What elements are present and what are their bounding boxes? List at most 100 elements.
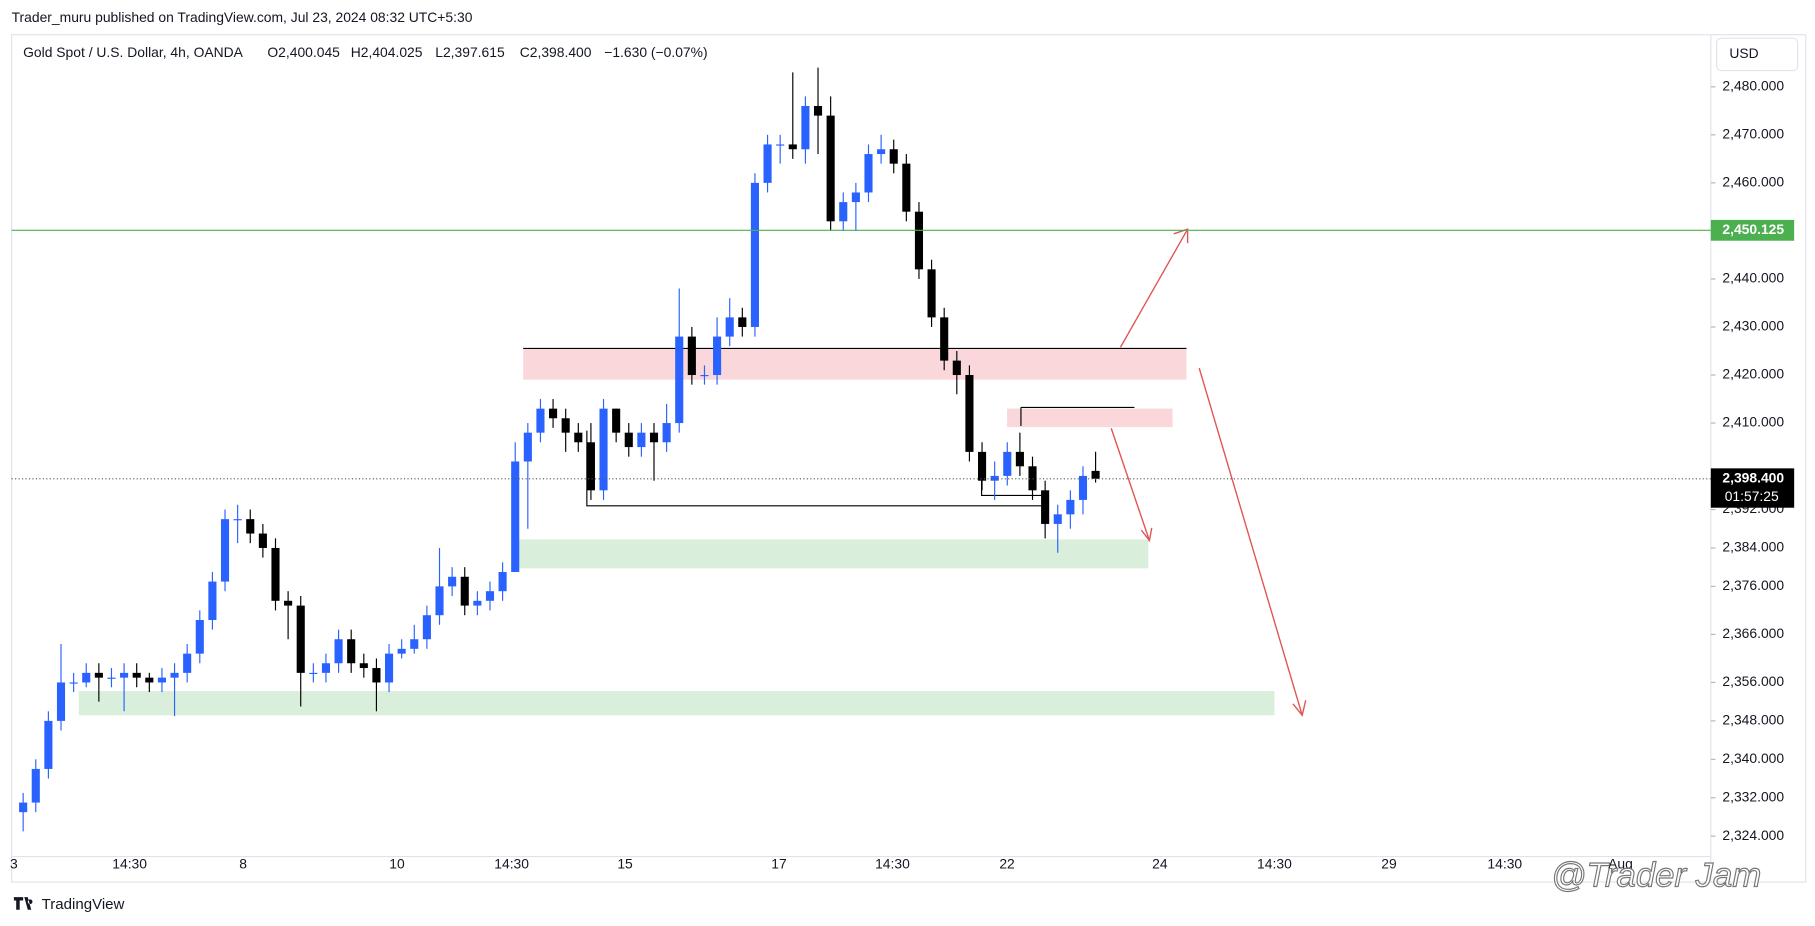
candle-body <box>1003 451 1012 476</box>
x-tick-label: Aug <box>1608 855 1633 871</box>
candle-body <box>561 418 570 433</box>
candle-body <box>372 668 381 683</box>
candle-body <box>536 408 545 433</box>
candle-body <box>82 672 91 683</box>
candle-body <box>977 451 987 481</box>
symbol: Gold Spot / U.S. Dollar, 4h, OANDA <box>23 44 244 60</box>
candle-body <box>813 106 823 116</box>
logo: TradingView <box>13 896 125 913</box>
candle-body <box>511 461 520 572</box>
candle-body <box>284 600 293 606</box>
ohlc-close: C2,398.400 <box>520 44 592 60</box>
candle-body <box>157 677 166 683</box>
candle-body <box>851 192 860 203</box>
candle-body <box>624 432 633 448</box>
x-tick-label: 14:30 <box>1257 855 1292 871</box>
candle-body <box>448 576 457 587</box>
last-price-bg <box>1710 468 1795 508</box>
candle-body <box>586 442 595 491</box>
supply-zone-small <box>1007 408 1173 428</box>
candle-body <box>1028 466 1037 491</box>
candle-body <box>763 144 772 183</box>
candle-body <box>69 682 78 684</box>
candle-body <box>309 672 318 675</box>
y-tick-label: 2,376.000 <box>1722 577 1784 593</box>
last-price-label: 2,398.400 <box>1722 469 1784 485</box>
arrow <box>1198 367 1303 716</box>
candle-body <box>246 519 255 534</box>
candle-body <box>132 672 141 678</box>
candle-body <box>498 571 507 592</box>
candle-body <box>877 149 886 155</box>
y-tick-label: 2,470.000 <box>1722 126 1784 142</box>
arrows <box>1110 228 1307 717</box>
candle-body <box>549 408 558 419</box>
y-tick-label: 2,356.000 <box>1722 673 1784 689</box>
candle-body <box>927 269 936 318</box>
candle-body <box>31 768 40 803</box>
candle-body <box>334 639 343 664</box>
candle-body <box>599 408 608 491</box>
candle-body <box>523 432 532 462</box>
y-tick-label: 2,480.000 <box>1722 77 1784 93</box>
logo-text: TradingView <box>42 896 125 913</box>
candle-body <box>612 408 621 433</box>
candle-body <box>952 360 961 376</box>
candle-body <box>321 663 331 673</box>
candle-body <box>965 375 974 452</box>
x-tick-label: 14:30 <box>1487 855 1522 871</box>
candle-body <box>914 211 924 270</box>
y-tick-label: 2,410.000 <box>1722 414 1784 430</box>
y-tick-label: 2,348.000 <box>1722 712 1784 728</box>
candle-body <box>864 154 873 193</box>
currency: USD <box>1729 45 1758 61</box>
arrow <box>1119 228 1189 348</box>
candle-body <box>258 533 267 548</box>
candle-body <box>296 605 305 673</box>
candle-body <box>713 336 722 376</box>
x-tick-label: 14:30 <box>494 855 529 871</box>
demand-zone-low <box>78 691 1275 716</box>
candle-body <box>1053 514 1062 524</box>
candle-body <box>675 336 684 424</box>
candle-body <box>902 163 911 212</box>
candle-body <box>435 586 444 616</box>
change: −1.630 (−0.07%) <box>604 44 707 60</box>
candle-body <box>233 519 242 521</box>
y-tick-label: 2,324.000 <box>1722 827 1784 843</box>
hline-label-bg <box>1710 219 1795 241</box>
x-tick-label: 17 <box>771 855 787 871</box>
candle-body <box>473 600 482 606</box>
candle-body <box>422 615 431 640</box>
watermark: @Trader Jam <box>1551 857 1761 895</box>
candle-body <box>359 663 368 669</box>
candle-body <box>776 144 785 146</box>
candle-body <box>460 576 469 606</box>
x-tick-label: 14:30 <box>112 855 147 871</box>
x-tick-label: 8 <box>239 855 247 871</box>
candle-body <box>183 653 192 673</box>
y-tick-label: 2,384.000 <box>1722 539 1784 555</box>
candle-body <box>384 653 394 683</box>
candle-body <box>725 317 734 337</box>
candle-body <box>1078 475 1088 500</box>
candle-body <box>574 432 583 443</box>
arrow-head <box>1140 527 1153 543</box>
symbol-line: Gold Spot / U.S. Dollar, 4h, OANDA O2,40… <box>23 44 707 60</box>
candle-body <box>637 432 646 448</box>
candle-body <box>940 317 949 361</box>
published-line: Trader_muru published on TradingView.com… <box>12 9 473 25</box>
x-tick-label: 29 <box>1381 855 1397 871</box>
x-tick-label: 3 <box>10 855 18 871</box>
currency-button[interactable] <box>1716 37 1799 72</box>
y-tick-label: 2,420.000 <box>1722 366 1784 382</box>
candle-body <box>662 423 671 443</box>
candle-body <box>107 677 116 679</box>
candle-body <box>410 639 419 649</box>
candle-body <box>44 720 53 769</box>
candle-body <box>826 115 835 222</box>
candle-body <box>801 106 810 150</box>
candle-body <box>889 149 898 164</box>
